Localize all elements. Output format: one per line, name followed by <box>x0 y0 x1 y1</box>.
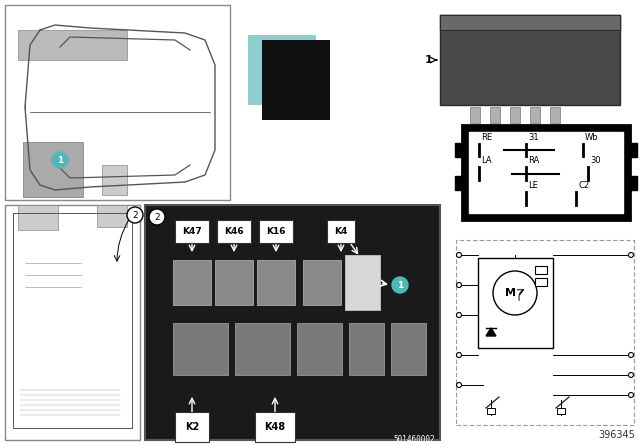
Bar <box>303 260 341 305</box>
Text: RA: RA <box>528 156 539 165</box>
Text: RE: RE <box>481 133 492 142</box>
Circle shape <box>456 283 461 288</box>
Bar <box>297 323 342 375</box>
Bar <box>490 107 500 123</box>
Text: M: M <box>506 288 516 298</box>
Circle shape <box>456 383 461 388</box>
Circle shape <box>456 253 461 258</box>
Bar <box>5 5 230 200</box>
Circle shape <box>392 277 408 293</box>
Text: 1: 1 <box>397 280 403 289</box>
Bar <box>530 107 540 123</box>
Bar <box>173 323 228 375</box>
Circle shape <box>493 271 537 315</box>
Bar <box>257 260 295 305</box>
Bar <box>462 125 630 220</box>
Bar <box>18 205 58 230</box>
Bar <box>470 107 480 123</box>
Bar <box>102 165 127 195</box>
Bar <box>478 258 553 348</box>
Circle shape <box>628 253 634 258</box>
Bar <box>535 266 547 274</box>
Bar <box>248 35 316 105</box>
Text: 1: 1 <box>57 155 63 164</box>
Bar <box>345 255 380 310</box>
Text: C2: C2 <box>579 181 589 190</box>
Text: K4: K4 <box>334 227 348 236</box>
Text: K46: K46 <box>224 227 244 236</box>
Circle shape <box>456 313 461 318</box>
Bar <box>455 143 464 157</box>
Bar <box>557 408 565 414</box>
Circle shape <box>149 209 165 225</box>
Text: K16: K16 <box>266 227 285 236</box>
Circle shape <box>628 392 634 397</box>
Text: 2: 2 <box>132 211 138 220</box>
Text: LA: LA <box>481 156 492 165</box>
Bar <box>455 176 464 190</box>
Bar <box>97 205 127 227</box>
Text: 30: 30 <box>590 156 600 165</box>
Bar <box>262 40 330 120</box>
Bar <box>349 323 384 375</box>
Bar <box>510 107 520 123</box>
Text: LE: LE <box>528 181 538 190</box>
Bar <box>456 240 634 425</box>
Text: Wb: Wb <box>585 133 598 142</box>
Bar <box>235 323 290 375</box>
Bar <box>628 176 637 190</box>
Bar <box>23 142 83 197</box>
Bar <box>145 205 440 440</box>
Bar <box>391 323 426 375</box>
Bar <box>628 143 637 157</box>
Text: K2: K2 <box>185 422 199 432</box>
Polygon shape <box>486 328 496 336</box>
Bar <box>440 15 620 105</box>
Bar <box>550 107 560 123</box>
Text: 1: 1 <box>424 55 432 65</box>
Text: 501460002: 501460002 <box>394 435 435 444</box>
Circle shape <box>127 207 143 223</box>
Text: 2: 2 <box>154 212 160 221</box>
Text: 31: 31 <box>528 133 538 142</box>
Bar <box>18 30 127 60</box>
Bar <box>5 205 140 440</box>
Text: K48: K48 <box>264 422 285 432</box>
Bar <box>173 260 211 305</box>
Bar <box>535 278 547 286</box>
Circle shape <box>456 353 461 358</box>
Polygon shape <box>440 15 620 30</box>
Bar <box>469 132 623 213</box>
Bar <box>215 260 253 305</box>
Text: 396345: 396345 <box>598 430 635 440</box>
Circle shape <box>628 353 634 358</box>
Circle shape <box>628 372 634 378</box>
Circle shape <box>52 152 68 168</box>
Bar <box>487 408 495 414</box>
Text: K47: K47 <box>182 227 202 236</box>
